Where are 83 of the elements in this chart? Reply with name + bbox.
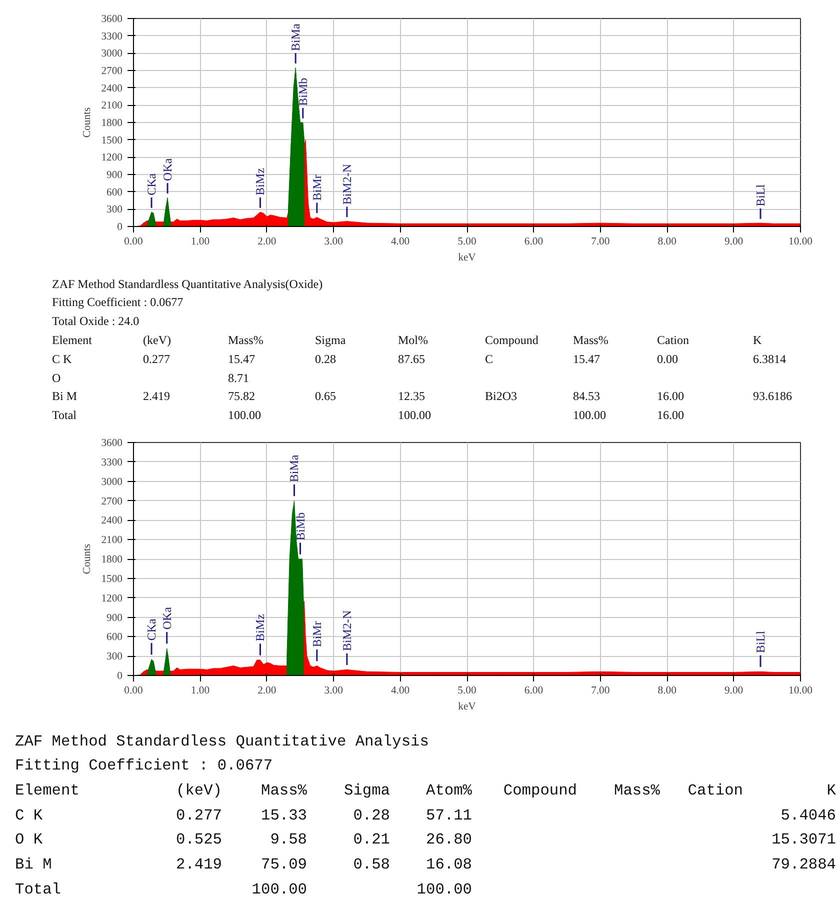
annotation: CKa: [144, 618, 159, 641]
text: O 8.71: [52, 371, 249, 385]
x-tick-label: 3.00: [324, 236, 343, 248]
y-tick-label: 2700: [101, 496, 122, 508]
annotation: BiMr: [310, 621, 324, 648]
y-tick-label: 3000: [101, 476, 122, 488]
annotation: BiMb: [293, 512, 308, 540]
text: C K 0.277 15.33 0.28 57.11 5.4046: [15, 806, 836, 824]
y-tick-label: 2100: [101, 100, 122, 112]
y-tick-label: 300: [106, 204, 122, 216]
annotation: BiLl: [753, 184, 768, 206]
y-tick-label: 3300: [101, 31, 122, 42]
y-tick-label: 1500: [101, 135, 122, 146]
y-tick-label: 1200: [101, 152, 122, 164]
y-tick-label: 0: [117, 222, 122, 233]
annotation: BiMz: [253, 168, 268, 196]
y-tick-label: 1200: [101, 593, 122, 604]
x-tick-label: 4.00: [390, 686, 410, 696]
text: ZAF Method Standardless Quantitative Analysis(Oxide): [52, 277, 323, 291]
y-tick-label: 900: [106, 170, 122, 181]
y-tick-label: 600: [106, 632, 122, 644]
x-tick-label: 6.00: [524, 686, 544, 696]
x-tick-label: 5.00: [458, 686, 476, 696]
text: Bi M 2.419 75.09 0.58 16.08 79.2884: [15, 855, 836, 874]
y-tick-label: 2100: [101, 535, 122, 546]
annotation: BiMa: [287, 454, 302, 482]
y-tick-label: 1800: [101, 118, 122, 129]
text: Element (keV) Mass% Sigma Mol% Compound Mass% Cation K: [52, 333, 762, 347]
x-tick-label: 3.00: [324, 686, 343, 696]
annotation: BiMz: [253, 614, 268, 642]
x-tick-label: 10.00: [788, 236, 812, 248]
text: ZAF Method Standardless Quantitative Analysis: [15, 732, 429, 750]
y-tick-label: 3300: [101, 457, 122, 468]
x-tick-label: 5.00: [458, 236, 476, 248]
x-tick-label: 1.00: [190, 236, 210, 248]
annotation: BiM2-N: [340, 610, 354, 652]
x-axis-title: keV: [458, 702, 476, 712]
x-tick-label: 8.00: [658, 236, 676, 248]
annotation: OKa: [160, 158, 175, 181]
x-axis-title: keV: [458, 252, 476, 264]
x-tick-label: 9.00: [724, 686, 744, 696]
x-tick-label: 9.00: [724, 236, 744, 248]
text: Element (keV) Mass% Sigma Atom% Compound Mass% Cation K: [15, 781, 836, 800]
text: Total 100.00 100.00: [15, 880, 472, 898]
text: Total 100.00 100.00 100.00 16.00: [52, 408, 684, 422]
y-tick-label: 900: [106, 612, 122, 624]
y-axis-title: Counts: [82, 544, 94, 574]
x-tick-label: 6.00: [524, 236, 544, 248]
annotation: BiLl: [753, 630, 768, 653]
x-tick-label: 4.00: [390, 236, 410, 248]
x-tick-label: 0.00: [124, 686, 143, 696]
y-tick-label: 2700: [101, 66, 122, 77]
y-tick-label: 0: [117, 671, 122, 682]
y-tick-label: 1800: [101, 554, 122, 566]
text: C K 0.277 15.47 0.28 87.65 C 15.47 0.00 6.3814: [52, 352, 786, 366]
annotation: CKa: [144, 172, 159, 196]
annotation: BiM2-N: [340, 164, 354, 205]
x-tick-label: 0.00: [124, 236, 143, 248]
x-tick-label: 2.00: [258, 236, 276, 248]
annotation: BiMa: [288, 22, 303, 51]
text: Fitting Coefficient : 0.0677: [52, 295, 184, 309]
y-tick-label: 2400: [101, 516, 122, 527]
annotation: BiMr: [310, 174, 324, 201]
annotation: OKa: [160, 606, 174, 630]
x-tick-label: 10.00: [788, 686, 812, 696]
annotation: BiMb: [296, 78, 310, 106]
text: O K 0.525 9.58 0.21 26.80 15.3071: [15, 830, 836, 848]
text: Bi M 2.419 75.82 0.65 12.35 Bi2O3 84.53 16.00 93.6186: [52, 389, 792, 403]
x-tick-label: 7.00: [591, 686, 610, 696]
y-tick-label: 2400: [101, 83, 122, 94]
text: Fitting Coefficient : 0.0677: [15, 756, 273, 774]
y-tick-label: 3600: [101, 14, 122, 25]
y-tick-label: 3600: [101, 438, 122, 449]
y-axis-title: Counts: [82, 107, 94, 138]
x-tick-label: 1.00: [190, 686, 210, 696]
x-tick-label: 8.00: [658, 686, 676, 696]
x-tick-label: 7.00: [591, 236, 610, 248]
y-tick-label: 1500: [101, 574, 122, 585]
y-tick-label: 3000: [101, 48, 122, 60]
y-tick-label: 300: [106, 652, 122, 663]
y-tick-label: 600: [106, 187, 122, 198]
x-tick-label: 2.00: [258, 686, 276, 696]
text: Total Oxide : 24.0: [52, 314, 140, 328]
